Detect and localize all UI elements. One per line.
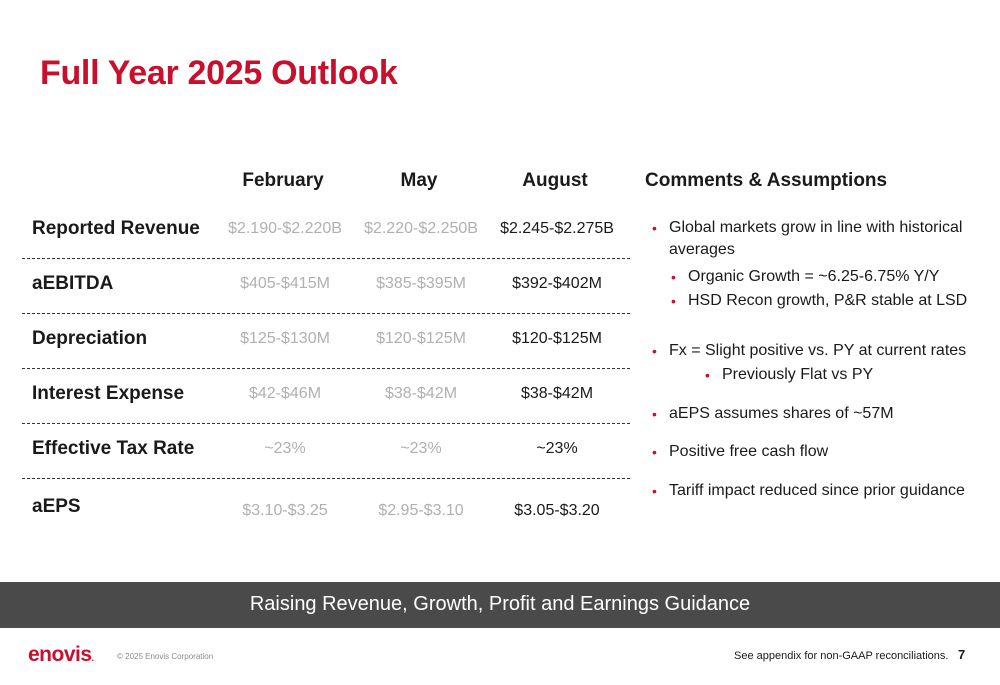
cell-august: ~23%: [536, 440, 578, 457]
row-divider: [22, 368, 630, 369]
table-row-interest-expense: Interest Expense $42-$46M $38-$42M $38-$…: [22, 369, 630, 424]
cell-may: $38-$42M: [384, 385, 458, 402]
cell-february: $125-$130M: [240, 330, 330, 347]
comment-text: HSD Recon growth, P&R stable at LSD: [688, 292, 968, 309]
row-label: Depreciation: [32, 328, 148, 349]
bullet-icon: •: [671, 293, 676, 309]
comment-bullet: • aEPS assumes shares of ~57M: [652, 403, 989, 425]
cell-august: $2.245-$2.275B: [500, 220, 614, 237]
copyright-text: © 2025 Enovis Corporation: [117, 652, 214, 661]
cell-august: $38-$42M: [520, 385, 594, 402]
table-row-effective-tax-rate: Effective Tax Rate ~23% ~23% ~23%: [22, 424, 630, 479]
bullet-icon: •: [705, 367, 710, 383]
comment-text: Tariff impact reduced since prior guidan…: [669, 482, 965, 499]
table-row-aebitda: aEBITDA $405-$415M $385-$395M $392-$402M: [22, 259, 630, 314]
row-label: Interest Expense: [32, 383, 185, 404]
column-header-august: August: [522, 170, 588, 191]
comment-sub-bullet: • Organic Growth = ~6.25-6.75% Y/Y: [671, 266, 988, 288]
bullet-icon: •: [652, 483, 657, 499]
footnote-text: See appendix for non-GAAP reconciliation…: [734, 650, 949, 662]
table-row-aeps: aEPS $3.10-$3.25 $2.95-$3.10 $3.05-$3.20: [22, 482, 630, 537]
cell-february: $42-$46M: [248, 385, 322, 402]
cell-february: $2.190-$2.220B: [228, 220, 342, 237]
comment-text: aEPS assumes shares of ~57M: [669, 405, 894, 422]
comment-bullet: • Positive free cash flow: [652, 441, 989, 463]
column-header-may: May: [400, 170, 438, 191]
comment-bullet: • Global markets grow in line with histo…: [652, 217, 989, 261]
cell-august: $3.05-$3.20: [514, 502, 600, 519]
comment-bullet: • Fx = Slight positive vs. PY at current…: [652, 340, 989, 362]
row-divider: [22, 478, 630, 479]
enovis-logo: enovis.: [28, 643, 94, 667]
row-divider: [22, 313, 630, 314]
row-label: Reported Revenue: [32, 218, 200, 239]
row-label: aEPS: [32, 496, 81, 517]
bullet-icon: •: [652, 444, 657, 460]
comment-bullet: • Tariff impact reduced since prior guid…: [652, 480, 989, 502]
cell-february: $3.10-$3.25: [242, 502, 328, 519]
comment-sub-bullet: • HSD Recon growth, P&R stable at LSD: [671, 290, 988, 312]
cell-may: $385-$395M: [376, 275, 466, 292]
row-label: Effective Tax Rate: [32, 438, 195, 459]
row-label: aEBITDA: [32, 273, 114, 294]
cell-february: ~23%: [264, 440, 306, 457]
row-divider: [22, 423, 630, 424]
bullet-icon: •: [671, 269, 676, 285]
cell-may: $2.95-$3.10: [378, 502, 464, 519]
guidance-banner: Raising Revenue, Growth, Profit and Earn…: [0, 582, 1000, 628]
comment-text: Organic Growth = ~6.25-6.75% Y/Y: [688, 268, 940, 285]
comment-text: Previously Flat vs PY: [722, 366, 874, 383]
comment-text: Positive free cash flow: [669, 443, 829, 460]
cell-february: $405-$415M: [240, 275, 330, 292]
page-number: 7: [958, 647, 966, 662]
row-divider: [22, 258, 630, 259]
slide-title: Full Year 2025 Outlook: [40, 54, 398, 92]
comment-text: Global markets grow in line with histori…: [669, 219, 963, 258]
banner-text: Raising Revenue, Growth, Profit and Earn…: [249, 593, 751, 615]
cell-august: $392-$402M: [512, 275, 602, 292]
logo-mark: .: [91, 653, 95, 663]
comment-sub-bullet: • Previously Flat vs PY: [705, 364, 982, 386]
table-row-reported-revenue: Reported Revenue $2.190-$2.220B $2.220-$…: [22, 204, 630, 259]
bullet-icon: •: [652, 220, 657, 236]
cell-august: $120-$125M: [512, 330, 602, 347]
logo-wordmark: enovis: [28, 643, 92, 666]
table-row-depreciation: Depreciation $125-$130M $120-$125M $120-…: [22, 314, 630, 369]
comment-text: Fx = Slight positive vs. PY at current r…: [669, 342, 967, 359]
cell-may: $120-$125M: [376, 330, 466, 347]
bullet-icon: •: [652, 406, 657, 422]
cell-may: $2.220-$2.250B: [364, 220, 478, 237]
comments-header: Comments & Assumptions: [645, 170, 888, 191]
column-header-february: February: [242, 170, 324, 191]
bullet-icon: •: [652, 343, 657, 359]
cell-may: ~23%: [400, 440, 442, 457]
